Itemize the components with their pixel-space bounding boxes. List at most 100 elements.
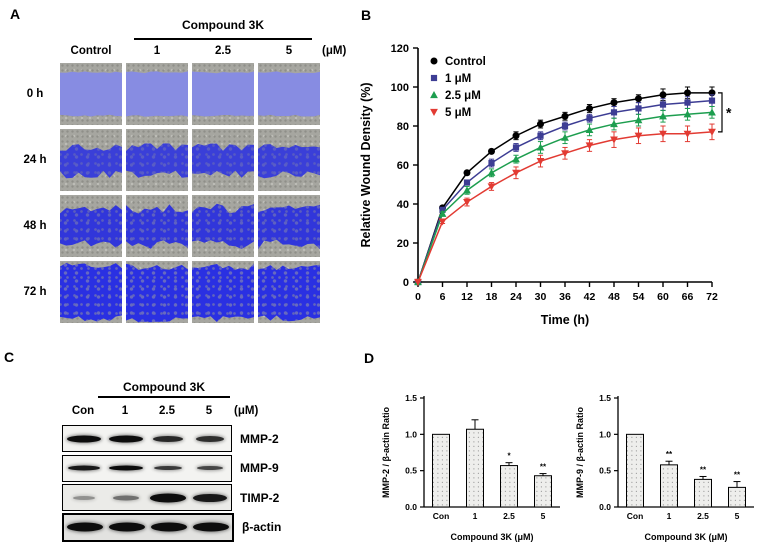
wound-mask bbox=[60, 262, 122, 322]
unit-label: (μM) bbox=[234, 405, 259, 417]
series-Control bbox=[414, 86, 716, 286]
blot-image-MMP-2 bbox=[62, 425, 232, 453]
wound-image-48h-5 bbox=[258, 195, 320, 257]
lane-label: 5 bbox=[205, 405, 213, 417]
wound-image-48h-1 bbox=[126, 195, 188, 257]
protein-band bbox=[113, 495, 139, 501]
protein-label: MMP-2 bbox=[240, 431, 279, 446]
wound-mask bbox=[126, 71, 188, 117]
svg-text:Relative Wound Density (%): Relative Wound Density (%) bbox=[359, 82, 373, 247]
wound-density-line-chart: 0 20 40 60 80 100 120 0 6 12 18 24 30 36 42 48 54 60 66 72 T… bbox=[359, 43, 732, 327]
wound-image-72h-2.5 bbox=[192, 261, 254, 323]
svg-text:2.5 μM: 2.5 μM bbox=[445, 90, 481, 102]
svg-text:1: 1 bbox=[667, 511, 672, 521]
protein-band bbox=[152, 435, 184, 442]
series-2.5M bbox=[414, 106, 716, 286]
blot-lane-labels: Con 1 2.5 5 bbox=[62, 405, 230, 417]
svg-text:18: 18 bbox=[486, 291, 498, 303]
bar-1 bbox=[660, 464, 678, 508]
wound-image-0h-5 bbox=[258, 63, 320, 125]
wound-mask bbox=[258, 144, 320, 179]
svg-text:**: ** bbox=[540, 463, 547, 472]
compound-3k-header: Compound 3K bbox=[134, 14, 312, 40]
panel-a-label: A bbox=[10, 6, 21, 22]
panel-d-densitometry: D 0.0 0.5 1.0 1.5 Compound 3K (μM) MMP-2 / β-… bbox=[354, 344, 763, 553]
wound-mask-texture bbox=[126, 143, 188, 178]
svg-text:Con: Con bbox=[433, 511, 450, 521]
wound-mask-texture bbox=[126, 263, 188, 323]
panel-b-wound-density-chart: B 0 20 40 60 80 100 120 0 6 12 18 24 30 36 42 48 54 60 66 7… bbox=[350, 0, 763, 342]
svg-text:1 μM: 1 μM bbox=[445, 73, 471, 85]
protein-band bbox=[109, 522, 145, 532]
protein-band bbox=[109, 435, 143, 443]
series-5M bbox=[414, 123, 716, 286]
wound-image-24h-1 bbox=[126, 129, 188, 191]
wound-mask bbox=[126, 263, 188, 323]
svg-text:0: 0 bbox=[415, 291, 421, 303]
wound-mask bbox=[192, 143, 254, 178]
svg-text:1.0: 1.0 bbox=[405, 429, 417, 439]
lane-label: 2.5 bbox=[159, 405, 175, 417]
svg-text:Con: Con bbox=[627, 511, 644, 521]
blot-row: TIMP-2 bbox=[62, 483, 281, 513]
svg-text:5 μM: 5 μM bbox=[445, 107, 471, 119]
svg-text:0.0: 0.0 bbox=[599, 502, 611, 512]
svg-text:0.5: 0.5 bbox=[599, 466, 611, 476]
wound-image-0h-1 bbox=[126, 63, 188, 125]
wound-image-24h-2.5 bbox=[192, 129, 254, 191]
wound-assay-grid: Compound 3K Control 1 2.5 5 (μM) 0 h 24 h 48 h 72… bbox=[12, 14, 356, 325]
svg-text:*: * bbox=[507, 452, 511, 461]
wound-image-0h-2.5 bbox=[192, 63, 254, 125]
svg-text:*: * bbox=[726, 104, 732, 120]
wound-mask bbox=[192, 71, 254, 117]
protein-band bbox=[153, 466, 183, 471]
wound-mask-texture bbox=[192, 263, 254, 323]
svg-text:6: 6 bbox=[440, 291, 446, 303]
bars: Con ** 1 ** 2.5 ** 5 bbox=[626, 433, 746, 521]
protein-band bbox=[67, 435, 101, 443]
bar-Con bbox=[432, 433, 450, 508]
protein-band bbox=[151, 522, 187, 532]
protein-band bbox=[196, 466, 224, 471]
svg-text:20: 20 bbox=[397, 238, 409, 250]
svg-text:0.0: 0.0 bbox=[405, 502, 417, 512]
compound-3k-header: Compound 3K bbox=[98, 380, 230, 398]
panel-c-western-blot: C Compound 3K Con 1 2.5 5 (μM) MMP-2 MMP-9 TI… bbox=[2, 344, 354, 553]
protein-label: MMP-9 bbox=[240, 461, 279, 476]
protein-label: β-actin bbox=[242, 520, 282, 535]
timepoint-label: 24 h bbox=[23, 154, 47, 166]
protein-band bbox=[73, 495, 95, 500]
wound-image-72h-5 bbox=[258, 261, 320, 323]
panel-d-label: D bbox=[364, 350, 375, 366]
svg-text:**: ** bbox=[734, 471, 741, 480]
svg-text:2.5: 2.5 bbox=[503, 511, 515, 521]
svg-text:40: 40 bbox=[397, 199, 409, 211]
protein-band bbox=[109, 465, 143, 471]
wound-mask-texture bbox=[192, 143, 254, 178]
blot-row: β-actin bbox=[62, 512, 282, 543]
bar-5 bbox=[534, 475, 552, 508]
wound-mask-texture bbox=[60, 144, 122, 179]
protein-band bbox=[193, 493, 227, 502]
bar-2.5 bbox=[500, 465, 518, 508]
wound-mask bbox=[258, 71, 320, 117]
panel-b-label: B bbox=[361, 7, 372, 23]
svg-text:1: 1 bbox=[473, 511, 478, 521]
svg-text:1.5: 1.5 bbox=[599, 393, 611, 403]
wound-image-24h-Control bbox=[60, 129, 122, 191]
wound-mask bbox=[126, 204, 188, 249]
protein-band bbox=[67, 522, 103, 532]
svg-text:24: 24 bbox=[510, 291, 522, 303]
svg-text:**: ** bbox=[666, 450, 673, 459]
wound-image-48h-2.5 bbox=[192, 195, 254, 257]
protein-band bbox=[195, 435, 225, 442]
column-header: Control bbox=[70, 45, 112, 57]
timepoint-label: 72 h bbox=[23, 286, 47, 298]
wound-mask-texture bbox=[192, 203, 254, 249]
bars: Con 1 * 2.5 ** 5 bbox=[432, 419, 552, 521]
wound-image-48h-Control bbox=[60, 195, 122, 257]
timepoint-label: 0 h bbox=[26, 88, 44, 100]
wound-mask-texture bbox=[60, 205, 122, 248]
svg-text:60: 60 bbox=[657, 291, 669, 303]
wound-mask bbox=[192, 203, 254, 249]
